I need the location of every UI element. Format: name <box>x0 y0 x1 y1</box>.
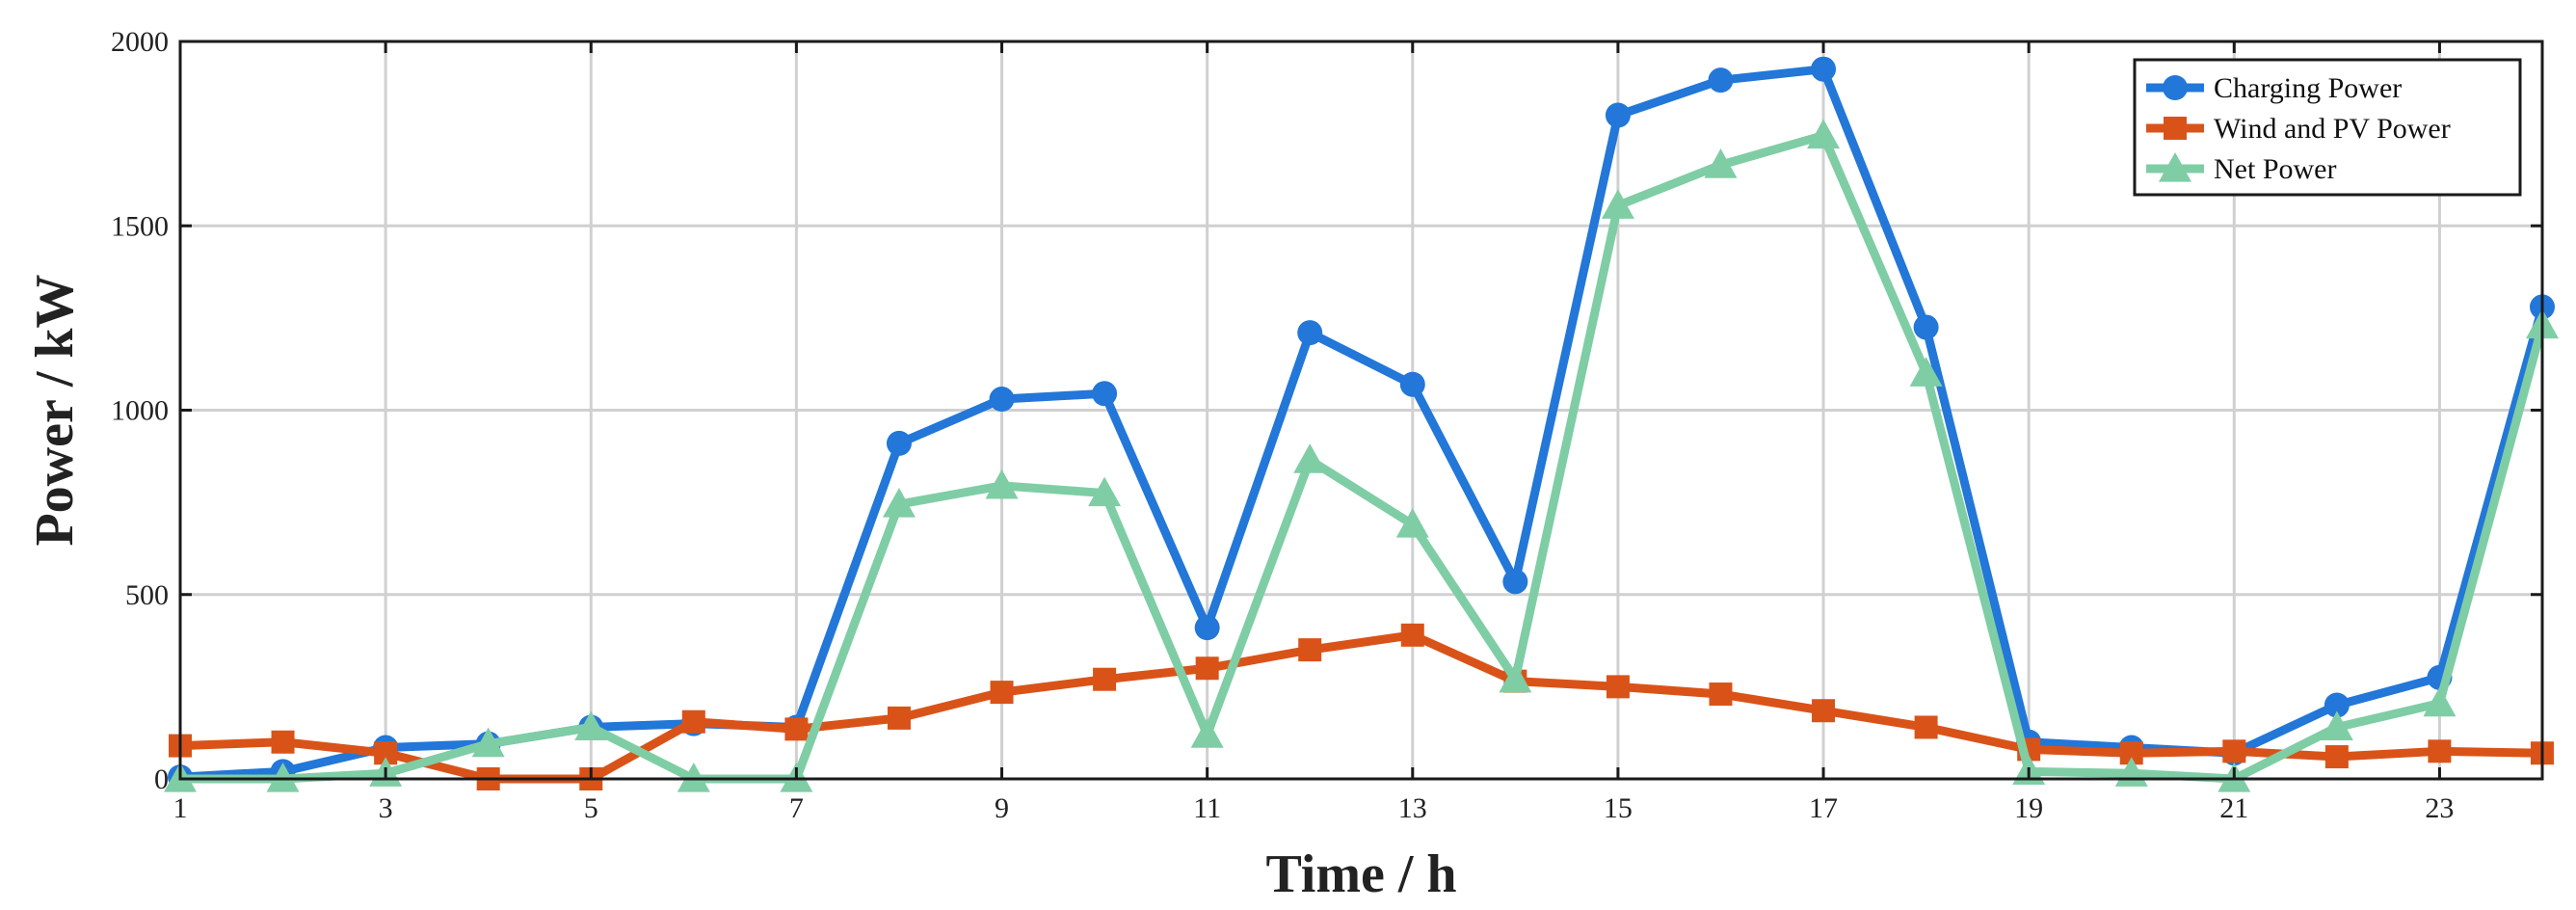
data-point <box>681 709 705 734</box>
data-point <box>1092 381 1118 407</box>
data-point <box>1298 638 1322 662</box>
data-point <box>1811 56 1837 82</box>
data-point <box>2423 686 2456 717</box>
y-axis-title: Power / kW <box>25 274 85 546</box>
legend-swatch-marker <box>2159 152 2191 182</box>
x-tick-label: 13 <box>1398 792 1427 824</box>
data-point <box>1293 443 1327 473</box>
y-tick-label: 1500 <box>111 210 169 242</box>
data-point <box>1297 320 1323 346</box>
x-tick-label: 21 <box>2219 792 2248 824</box>
x-tick-label: 17 <box>1809 792 1838 824</box>
x-tick-label: 7 <box>789 792 804 824</box>
data-point <box>990 681 1014 705</box>
data-point <box>1499 662 1532 693</box>
x-tick-label: 19 <box>2014 792 2043 824</box>
data-point <box>1395 508 1429 538</box>
data-point <box>1709 682 1733 707</box>
data-point <box>2320 710 2353 741</box>
data-point <box>882 488 916 518</box>
data-point <box>471 727 505 758</box>
y-tick-label: 0 <box>154 763 169 795</box>
legend-label: Net Power <box>2214 153 2336 185</box>
legend-swatch-marker <box>2164 117 2187 140</box>
data-point <box>1088 476 1122 507</box>
data-point <box>1606 675 1630 699</box>
data-point <box>1194 615 1220 641</box>
x-tick-label: 23 <box>2425 792 2454 824</box>
x-tick-label: 11 <box>1193 792 1221 824</box>
data-point <box>989 387 1015 413</box>
data-point <box>1708 67 1734 94</box>
data-point <box>1812 699 1836 723</box>
legend-swatch-marker <box>2163 75 2188 100</box>
legend: Charging Power Wind and PV Power Net Power <box>2133 58 2522 197</box>
data-point <box>887 706 911 730</box>
data-point <box>2428 739 2452 763</box>
data-point <box>574 710 608 741</box>
data-point <box>886 430 912 456</box>
data-point <box>266 763 300 792</box>
x-axis-title: Time / h <box>1265 844 1456 904</box>
legend-label: Wind and PV Power <box>2214 113 2451 145</box>
x-tick-label: 1 <box>173 792 188 824</box>
data-point <box>1195 656 1219 681</box>
series-line <box>180 131 2547 784</box>
data-point <box>2324 692 2350 718</box>
data-point <box>1605 102 1631 128</box>
y-tick-label: 1000 <box>111 395 169 427</box>
y-tick-label: 2000 <box>111 26 169 58</box>
data-point <box>1807 119 1841 149</box>
data-point <box>1400 623 1424 647</box>
data-point <box>1190 718 1224 748</box>
data-point <box>1914 715 1938 739</box>
data-point <box>1913 314 1939 340</box>
data-point <box>677 763 710 792</box>
data-point <box>2324 745 2349 769</box>
grid-lines <box>178 40 2542 781</box>
data-point <box>2222 739 2246 763</box>
data-point <box>1093 667 1117 691</box>
data-point <box>1909 357 1943 387</box>
y-tick-label: 500 <box>125 579 169 611</box>
data-point <box>985 468 1019 499</box>
x-tick-label: 5 <box>584 792 598 824</box>
data-point <box>1399 371 1425 397</box>
data-point <box>784 717 809 741</box>
x-tick-label: 15 <box>1604 792 1633 824</box>
data-point <box>1704 148 1738 178</box>
data-point <box>1601 189 1634 219</box>
data-point <box>271 730 295 754</box>
legend-label: Charging Power <box>2214 72 2402 104</box>
data-point <box>1502 569 1528 595</box>
x-tick-label: 9 <box>995 792 1009 824</box>
x-tick-label: 3 <box>379 792 393 824</box>
